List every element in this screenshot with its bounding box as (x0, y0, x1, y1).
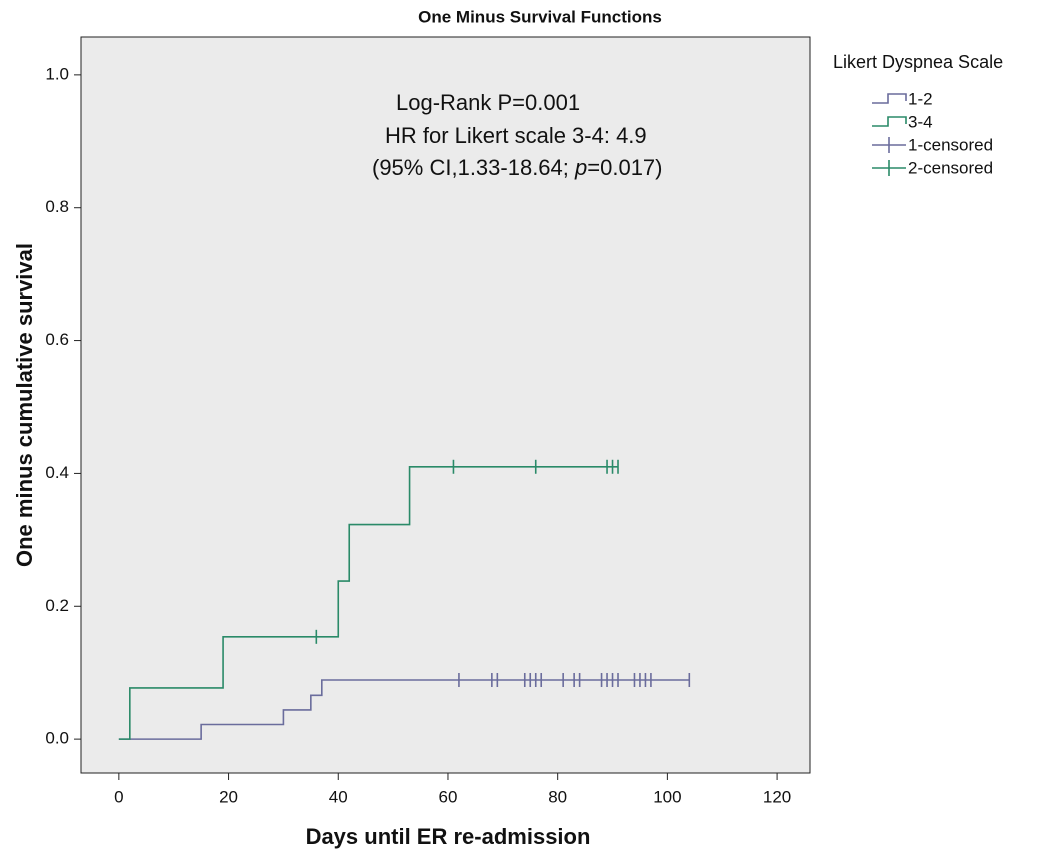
x-tick-label: 100 (653, 787, 681, 806)
x-tick-label: 120 (763, 787, 791, 806)
x-tick-label: 80 (548, 787, 567, 806)
y-tick-label: 0.0 (45, 729, 69, 748)
annotation: Log-Rank P=0.001 (396, 90, 580, 115)
survival-step (118, 679, 690, 740)
x-tick-label: 60 (439, 787, 458, 806)
x-axis-title: Days until ER re-admission (306, 824, 591, 849)
y-tick-label: 1.0 (45, 64, 69, 83)
annotation-part: =0.017) (587, 155, 662, 180)
y-tick-label: 0.4 (45, 463, 69, 482)
survival-step (118, 465, 619, 740)
legend-label: 2-censored (908, 158, 993, 177)
annotation: HR for Likert scale 3-4: 4.9 (385, 123, 647, 148)
annotation-part: p (574, 155, 587, 180)
x-tick-label: 40 (329, 787, 348, 806)
y-tick-label: 0.2 (45, 596, 69, 615)
y-tick-label: 0.6 (45, 330, 69, 349)
plot-area (80, 36, 811, 774)
legend-icon (872, 93, 907, 104)
y-tick-label: 0.8 (45, 197, 69, 216)
y-axis-title: One minus cumulative survival (12, 243, 37, 567)
legend-title: Likert Dyspnea Scale (833, 52, 1003, 72)
x-tick-label: 20 (219, 787, 238, 806)
legend-label: 3-4 (908, 112, 933, 131)
legend-icon (872, 116, 907, 127)
chart-title: One Minus Survival Functions (418, 7, 662, 26)
legend-label: 1-2 (908, 89, 933, 108)
legend-label: 1-censored (908, 135, 993, 154)
x-tick-label: 0 (114, 787, 123, 806)
annotation: (95% CI,1.33-18.64; p=0.017) (372, 155, 663, 180)
annotation-part: (95% CI,1.33-18.64; (372, 155, 575, 180)
